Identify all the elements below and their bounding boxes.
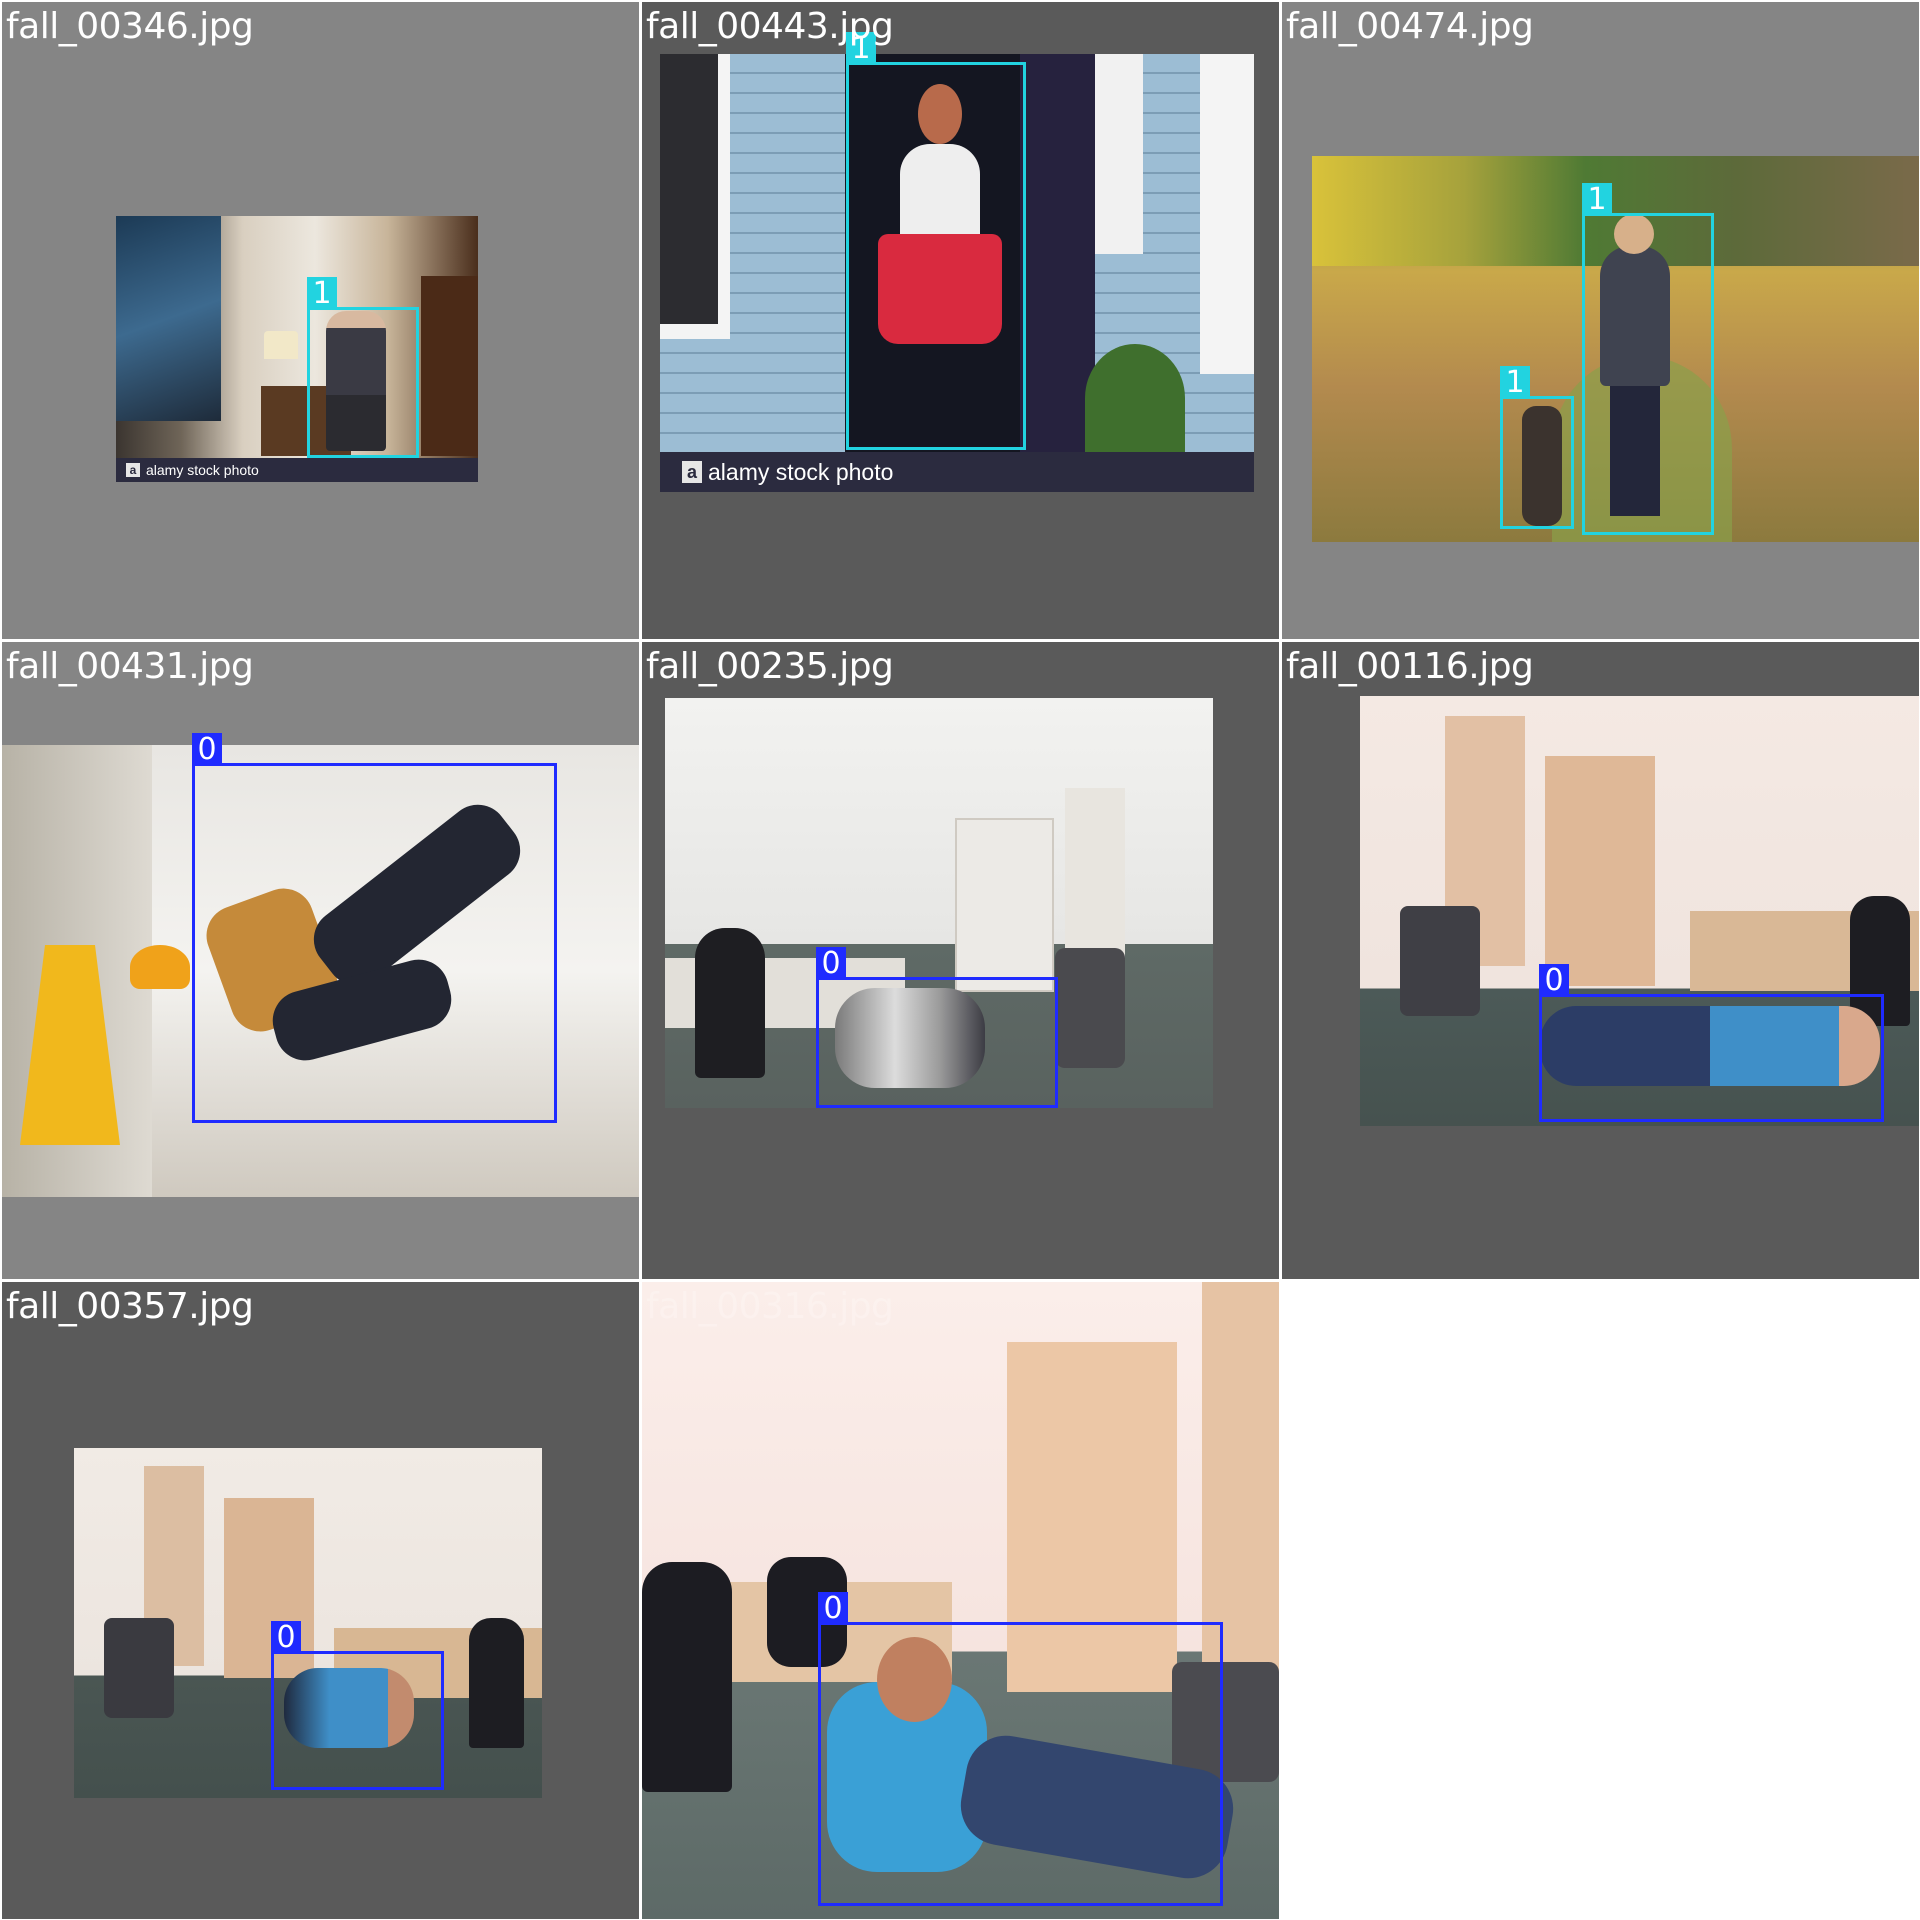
fallen-person (835, 988, 985, 1088)
chair-left (1400, 906, 1480, 1016)
bbox-class-1: 1 (1582, 183, 1714, 535)
woman-head (1614, 214, 1654, 254)
woman-legs (1610, 386, 1660, 516)
tile-filename: fall_00316.jpg (646, 1286, 894, 1327)
watermark-bar: a alamy stock photo (116, 458, 478, 482)
bbox-class-0: 0 (1539, 964, 1884, 1122)
tile-photo (642, 1282, 1279, 1919)
bbox-label: 0 (816, 947, 846, 981)
dog (1522, 406, 1562, 526)
office-chair (642, 1562, 732, 1792)
person-top (900, 144, 980, 234)
woman-jacket (1600, 246, 1670, 386)
wardrobe (1202, 1282, 1279, 1712)
tile-photo (1360, 696, 1919, 1126)
bbox-label: 1 (1500, 366, 1530, 400)
tile-fall-00316: fall_00316.jpg 0 (642, 1282, 1279, 1919)
tile-photo (665, 698, 1213, 1108)
bbox-label: 1 (1582, 183, 1612, 217)
bbox-label: 0 (192, 733, 222, 767)
person-figure (326, 311, 386, 451)
tile-filename: fall_00474.jpg (1286, 6, 1534, 47)
bbox-label: 0 (271, 1621, 301, 1655)
crawling-person (284, 1668, 414, 1748)
tile-filename: fall_00443.jpg (646, 6, 894, 47)
bbox-class-0: 0 (816, 947, 1058, 1108)
number-plaque (1095, 54, 1143, 254)
tile-photo (1312, 156, 1919, 542)
wall-painting (116, 216, 221, 421)
tile-filename: fall_00235.jpg (646, 646, 894, 687)
bbox-label: 0 (1539, 964, 1569, 998)
chair-left (104, 1618, 174, 1718)
alamy-logo-icon: a (126, 463, 140, 477)
person-head (918, 84, 962, 144)
door (1545, 756, 1655, 986)
tile-fall-00431: fall_00431.jpg 0 (2, 642, 639, 1279)
bbox-class-1: 1 (307, 277, 419, 458)
tile-fall-00346: fall_00346.jpg a alamy stock photo 1 (2, 2, 639, 639)
tile-photo (74, 1448, 542, 1798)
tile-photo: a alamy stock photo (116, 216, 478, 482)
watermark-text: alamy stock photo (146, 462, 259, 478)
lying-person (1540, 1006, 1880, 1086)
bbox-label: 1 (846, 32, 876, 66)
office-chair (1850, 896, 1910, 1026)
shrub (1085, 344, 1185, 452)
chair-right (1055, 948, 1125, 1068)
bbox-label: 0 (818, 1592, 848, 1626)
tile-fall-00357: fall_00357.jpg 0 (2, 1282, 639, 1919)
wardrobe (421, 276, 478, 456)
tile-fall-00116: fall_00116.jpg 0 (1282, 642, 1919, 1279)
door (1007, 1342, 1177, 1692)
office-chair (695, 928, 765, 1078)
tile-filename: fall_00357.jpg (6, 1286, 254, 1327)
tile-filename: fall_00116.jpg (1286, 646, 1534, 687)
fallen-person-head (877, 1637, 952, 1722)
tile-fall-00474: fall_00474.jpg 1 1 (1282, 2, 1919, 639)
hard-hat (130, 945, 190, 989)
door-panel (1020, 54, 1095, 452)
door (955, 818, 1054, 992)
trees (1312, 156, 1919, 266)
tile-filename: fall_00431.jpg (6, 646, 254, 687)
window-right (1200, 54, 1254, 374)
alamy-logo-icon: a (682, 461, 702, 483)
chair-right (1172, 1662, 1279, 1782)
bbox-class-0: 0 (192, 733, 557, 1123)
bbox-class-1: 1 (846, 32, 1026, 450)
bbox-class-0: 0 (271, 1621, 444, 1790)
window-glass (660, 54, 718, 324)
tile-photo: a alamy stock photo (660, 54, 1254, 492)
watermark-bar: a alamy stock photo (660, 452, 1254, 492)
office-chair (469, 1618, 524, 1748)
empty-tile (1282, 1282, 1919, 1919)
tile-fall-00443: fall_00443.jpg a alamy stock photo 1 (642, 2, 1279, 639)
bbox-label: 1 (307, 277, 337, 311)
watermark-text: alamy stock photo (708, 458, 894, 485)
bbox-class-0: 0 (818, 1592, 1223, 1906)
bbox-class-1: 1 (1500, 366, 1574, 529)
tile-filename: fall_00346.jpg (6, 6, 254, 47)
lamp (264, 331, 298, 359)
tile-fall-00235: fall_00235.jpg 0 (642, 642, 1279, 1279)
person-skirt (878, 234, 1002, 344)
